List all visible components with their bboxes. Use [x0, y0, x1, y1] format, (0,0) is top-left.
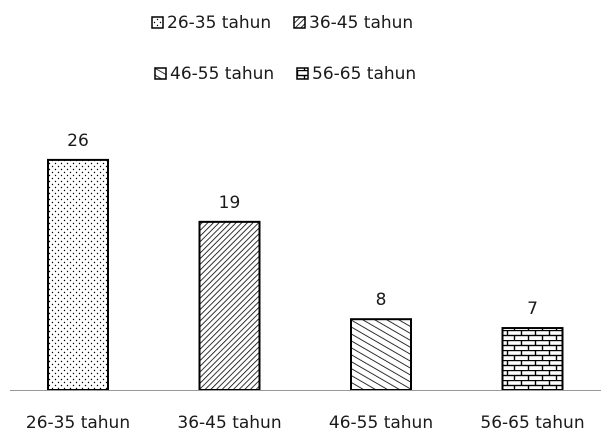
- value-label-2: 19: [219, 193, 241, 213]
- x-tick-label-1: 26-35 tahun: [26, 413, 130, 433]
- bar-1: [47, 158, 109, 391]
- bar-4: [501, 327, 564, 391]
- value-label-4: 7: [527, 299, 538, 319]
- bars: [47, 158, 564, 392]
- legend-swatch-4: [296, 67, 309, 80]
- value-label-3: 8: [376, 290, 387, 310]
- legend-label-1: 26-35 tahun: [167, 13, 271, 33]
- legend-swatch-3: [154, 67, 167, 80]
- legend-label-2: 36-45 tahun: [309, 13, 413, 33]
- x-tick-label-2: 36-45 tahun: [177, 413, 281, 433]
- legend-swatch-1: [151, 16, 164, 29]
- bar-3: [350, 318, 412, 392]
- legend-swatch-2: [293, 16, 306, 29]
- x-tick-label-4: 56-65 tahun: [480, 413, 584, 433]
- value-label-1: 26: [67, 131, 89, 151]
- x-tick-label-3: 46-55 tahun: [329, 413, 433, 433]
- bar-2: [198, 220, 261, 391]
- legend-label-3: 46-55 tahun: [170, 64, 274, 84]
- x-tick-labels: 26-35 tahun 36-45 tahun 46-55 tahun 56-65 t…: [26, 413, 585, 433]
- legend-label-4: 56-65 tahun: [312, 64, 416, 84]
- legend: 26-35 tahun 36-45 tahun 46-55 tahun 56-65 t…: [151, 13, 416, 84]
- value-labels: 26 19 8 7: [67, 131, 538, 319]
